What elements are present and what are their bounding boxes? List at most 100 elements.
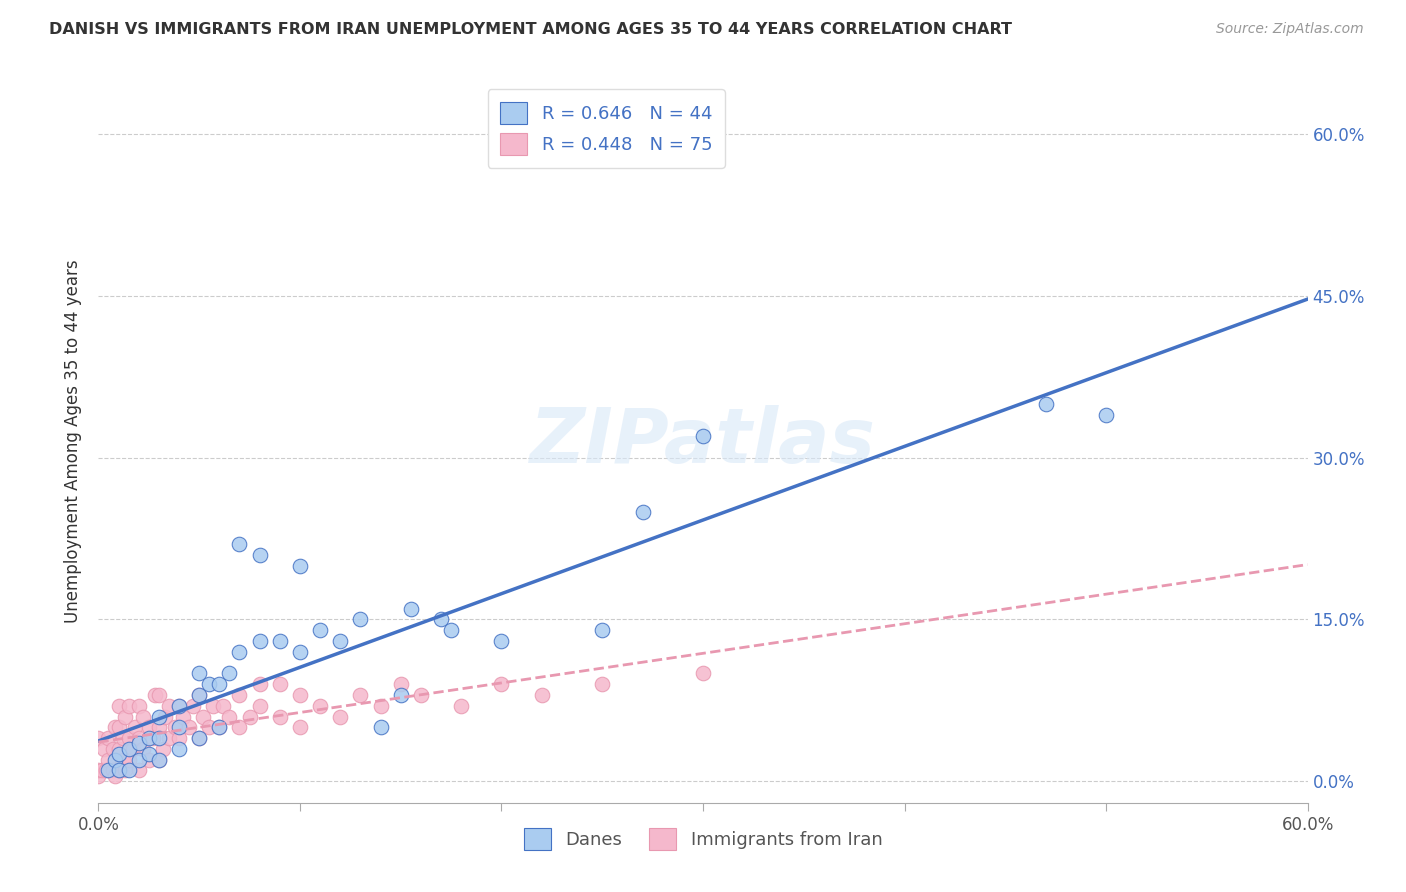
Point xyxy=(198,720,221,734)
Point xyxy=(309,624,332,638)
Point xyxy=(288,558,311,573)
Point xyxy=(107,698,129,713)
Point xyxy=(167,742,190,756)
Point xyxy=(97,764,120,778)
Point xyxy=(249,634,271,648)
Point xyxy=(107,742,129,756)
Point xyxy=(138,731,160,745)
Point xyxy=(97,753,120,767)
Point xyxy=(440,624,463,638)
Point xyxy=(114,764,136,778)
Point xyxy=(132,742,155,756)
Point xyxy=(349,612,371,626)
Point xyxy=(692,666,714,681)
Point xyxy=(157,698,180,713)
Point xyxy=(249,677,271,691)
Point xyxy=(128,698,150,713)
Point xyxy=(198,677,221,691)
Point xyxy=(167,698,190,713)
Point xyxy=(167,720,190,734)
Point xyxy=(148,753,170,767)
Point xyxy=(148,720,170,734)
Point xyxy=(103,753,125,767)
Point xyxy=(153,709,176,723)
Point xyxy=(148,731,170,745)
Point xyxy=(172,709,194,723)
Point xyxy=(167,698,190,713)
Text: Source: ZipAtlas.com: Source: ZipAtlas.com xyxy=(1216,22,1364,37)
Point xyxy=(591,624,613,638)
Point xyxy=(118,753,141,767)
Point xyxy=(167,731,190,745)
Point xyxy=(228,645,250,659)
Point xyxy=(218,709,240,723)
Point xyxy=(249,698,271,713)
Point xyxy=(132,709,155,723)
Point xyxy=(87,769,110,783)
Point xyxy=(269,634,291,648)
Point xyxy=(409,688,432,702)
Point xyxy=(148,688,170,702)
Point xyxy=(91,764,114,778)
Point xyxy=(288,645,311,659)
Point xyxy=(188,688,211,702)
Point xyxy=(101,764,124,778)
Point xyxy=(101,742,124,756)
Point xyxy=(107,720,129,734)
Point xyxy=(309,698,332,713)
Point xyxy=(228,720,250,734)
Point xyxy=(148,753,170,767)
Point xyxy=(491,677,513,691)
Point xyxy=(128,753,150,767)
Point xyxy=(128,764,150,778)
Point xyxy=(163,720,186,734)
Point xyxy=(228,537,250,551)
Legend: Danes, Immigrants from Iran: Danes, Immigrants from Iran xyxy=(515,819,891,859)
Point xyxy=(1095,408,1118,422)
Point xyxy=(591,677,613,691)
Point xyxy=(288,688,311,702)
Point xyxy=(208,677,231,691)
Point xyxy=(97,731,120,745)
Point xyxy=(692,429,714,443)
Point xyxy=(228,688,250,702)
Point xyxy=(389,677,412,691)
Point xyxy=(87,764,110,778)
Point xyxy=(96,764,118,778)
Point xyxy=(111,753,134,767)
Point xyxy=(111,731,134,745)
Point xyxy=(107,764,129,778)
Point xyxy=(138,720,160,734)
Point xyxy=(208,720,231,734)
Point xyxy=(124,720,146,734)
Point xyxy=(370,698,392,713)
Point xyxy=(179,720,201,734)
Point xyxy=(118,742,141,756)
Point xyxy=(370,720,392,734)
Point xyxy=(188,731,211,745)
Point xyxy=(288,720,311,734)
Point xyxy=(143,688,166,702)
Text: ZIPatlas: ZIPatlas xyxy=(530,405,876,478)
Point xyxy=(118,764,141,778)
Point xyxy=(491,634,513,648)
Point xyxy=(118,731,141,745)
Point xyxy=(118,698,141,713)
Point xyxy=(128,737,150,751)
Text: DANISH VS IMMIGRANTS FROM IRAN UNEMPLOYMENT AMONG AGES 35 TO 44 YEARS CORRELATIO: DANISH VS IMMIGRANTS FROM IRAN UNEMPLOYM… xyxy=(49,22,1012,37)
Point xyxy=(202,698,225,713)
Point xyxy=(138,753,160,767)
Point xyxy=(87,731,110,745)
Point xyxy=(249,548,271,562)
Point xyxy=(93,742,115,756)
Point xyxy=(138,747,160,762)
Point xyxy=(430,612,453,626)
Point xyxy=(208,720,231,734)
Point xyxy=(530,688,553,702)
Point xyxy=(103,720,125,734)
Point xyxy=(269,677,291,691)
Point xyxy=(188,731,211,745)
Point xyxy=(152,742,174,756)
Point xyxy=(329,709,352,723)
Point xyxy=(269,709,291,723)
